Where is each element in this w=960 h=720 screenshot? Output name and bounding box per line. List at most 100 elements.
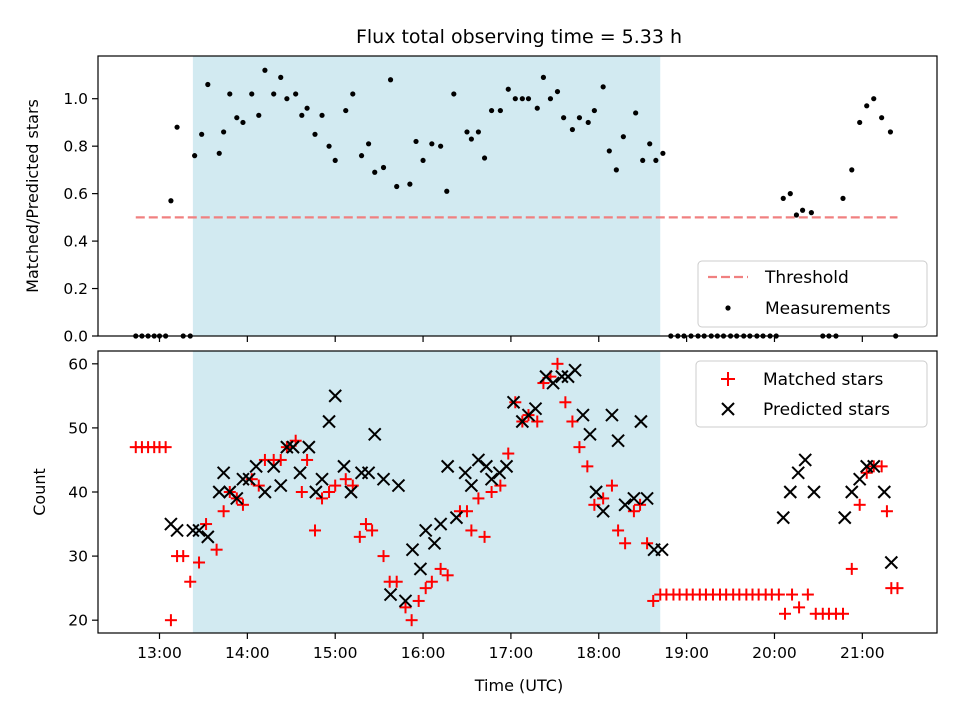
data-point <box>358 153 365 159</box>
top-plot-area: 0.0 0.2 0.4 0.6 0.8 1.0 <box>63 55 938 346</box>
data-point-x <box>376 472 391 486</box>
data-point-plus <box>460 505 473 518</box>
data-point-x <box>328 389 342 403</box>
data-point <box>221 129 227 135</box>
x-tick-label: 19:00 <box>664 644 709 662</box>
bottom-y-tick-label: 50 <box>68 419 88 437</box>
x-b <box>605 408 619 422</box>
data-point <box>787 191 793 197</box>
data-point-x <box>249 459 263 474</box>
x-tick-label: 14:00 <box>225 644 270 662</box>
data-point <box>332 157 338 164</box>
data-point-x <box>640 491 654 506</box>
x-b <box>776 510 790 525</box>
data-point <box>613 167 619 173</box>
top-y-tick-label: 0.0 <box>63 328 88 346</box>
data-point-plus <box>329 479 342 492</box>
data-point-plus <box>605 479 618 492</box>
data-point <box>591 107 597 114</box>
x-b <box>293 466 307 480</box>
data-point <box>240 119 246 126</box>
data-point <box>387 77 394 83</box>
data-point <box>561 115 567 121</box>
data-point <box>525 96 532 102</box>
legend-measurements-marker <box>725 305 731 311</box>
data-point-x <box>484 472 499 486</box>
data-point-x <box>576 408 590 422</box>
data-point-x <box>499 459 514 474</box>
top-panel: Flux total observing time = 5.33 h 0.00.… <box>23 26 938 346</box>
data-point <box>569 126 576 133</box>
data-point-plus <box>641 537 654 550</box>
x-b <box>274 478 288 493</box>
data-point-plus <box>634 498 647 511</box>
data-point-x <box>391 478 406 493</box>
data-point-plus <box>612 524 625 537</box>
x-tick-label: 13:00 <box>137 644 182 662</box>
data-point-x <box>627 491 641 506</box>
data-point-x <box>212 485 226 499</box>
x-b <box>322 414 336 429</box>
x-b <box>877 485 891 499</box>
data-point-plus <box>566 415 579 428</box>
data-point <box>168 198 174 204</box>
x-b <box>405 542 420 557</box>
x-b <box>479 459 494 474</box>
top-y-tick-label: 1.0 <box>63 90 88 108</box>
top-y-tick-label: 0.8 <box>63 138 88 156</box>
top-y-tick-label: 0.6 <box>63 185 88 203</box>
data-point-plus <box>316 492 329 505</box>
data-point <box>350 91 356 97</box>
data-point-plus <box>853 498 866 511</box>
data-point-x <box>427 536 442 550</box>
data-point <box>488 107 495 114</box>
data-point-x <box>405 542 420 557</box>
data-point <box>857 119 863 126</box>
top-y-axis-label: Matched/Predicted stars <box>23 99 42 293</box>
bottom-plot-area: 20 30 40 50 60 13:00 14:00 15:00 16:00 17:00 18:00… <box>68 350 938 662</box>
x-b <box>852 472 867 486</box>
legend-matched-label: Matched stars <box>763 370 883 390</box>
data-point-plus <box>772 588 785 601</box>
data-point-plus <box>390 575 403 588</box>
data-point-plus <box>295 486 308 498</box>
data-point <box>620 134 626 140</box>
data-point-x <box>344 485 358 499</box>
data-point-plus <box>353 530 366 543</box>
x-b <box>798 453 812 467</box>
data-point <box>585 119 591 126</box>
data-point-plus <box>531 415 544 428</box>
data-point-plus <box>359 518 372 531</box>
x-b <box>337 459 351 474</box>
data-point <box>849 167 855 173</box>
data-point <box>413 138 419 145</box>
x-b <box>212 485 226 499</box>
data-point-plus <box>308 524 321 537</box>
data-point <box>429 141 435 147</box>
data-point-plus <box>301 453 314 466</box>
data-point-plus <box>159 441 172 454</box>
top-legend-box <box>697 260 928 328</box>
data-point-x <box>383 587 398 602</box>
bottom-legend-box <box>695 360 928 428</box>
x-b <box>368 427 382 442</box>
x-b <box>867 459 881 474</box>
data-point-plus <box>509 396 522 409</box>
data-point-plus <box>779 607 792 620</box>
data-point <box>505 86 511 92</box>
data-point-plus <box>875 460 888 473</box>
data-point <box>600 84 606 90</box>
data-point-plus <box>399 601 412 614</box>
x-b <box>640 491 654 506</box>
x-b <box>528 401 543 416</box>
data-point <box>799 207 806 213</box>
x-b <box>413 562 428 576</box>
data-point-x <box>192 523 206 538</box>
data-point-x <box>852 472 867 486</box>
legend-threshold-label: Threshold <box>764 268 849 288</box>
data-point <box>547 96 554 102</box>
data-point-plus <box>177 550 190 563</box>
x-b <box>583 427 597 442</box>
x-b <box>223 485 237 499</box>
x-b <box>484 472 499 486</box>
